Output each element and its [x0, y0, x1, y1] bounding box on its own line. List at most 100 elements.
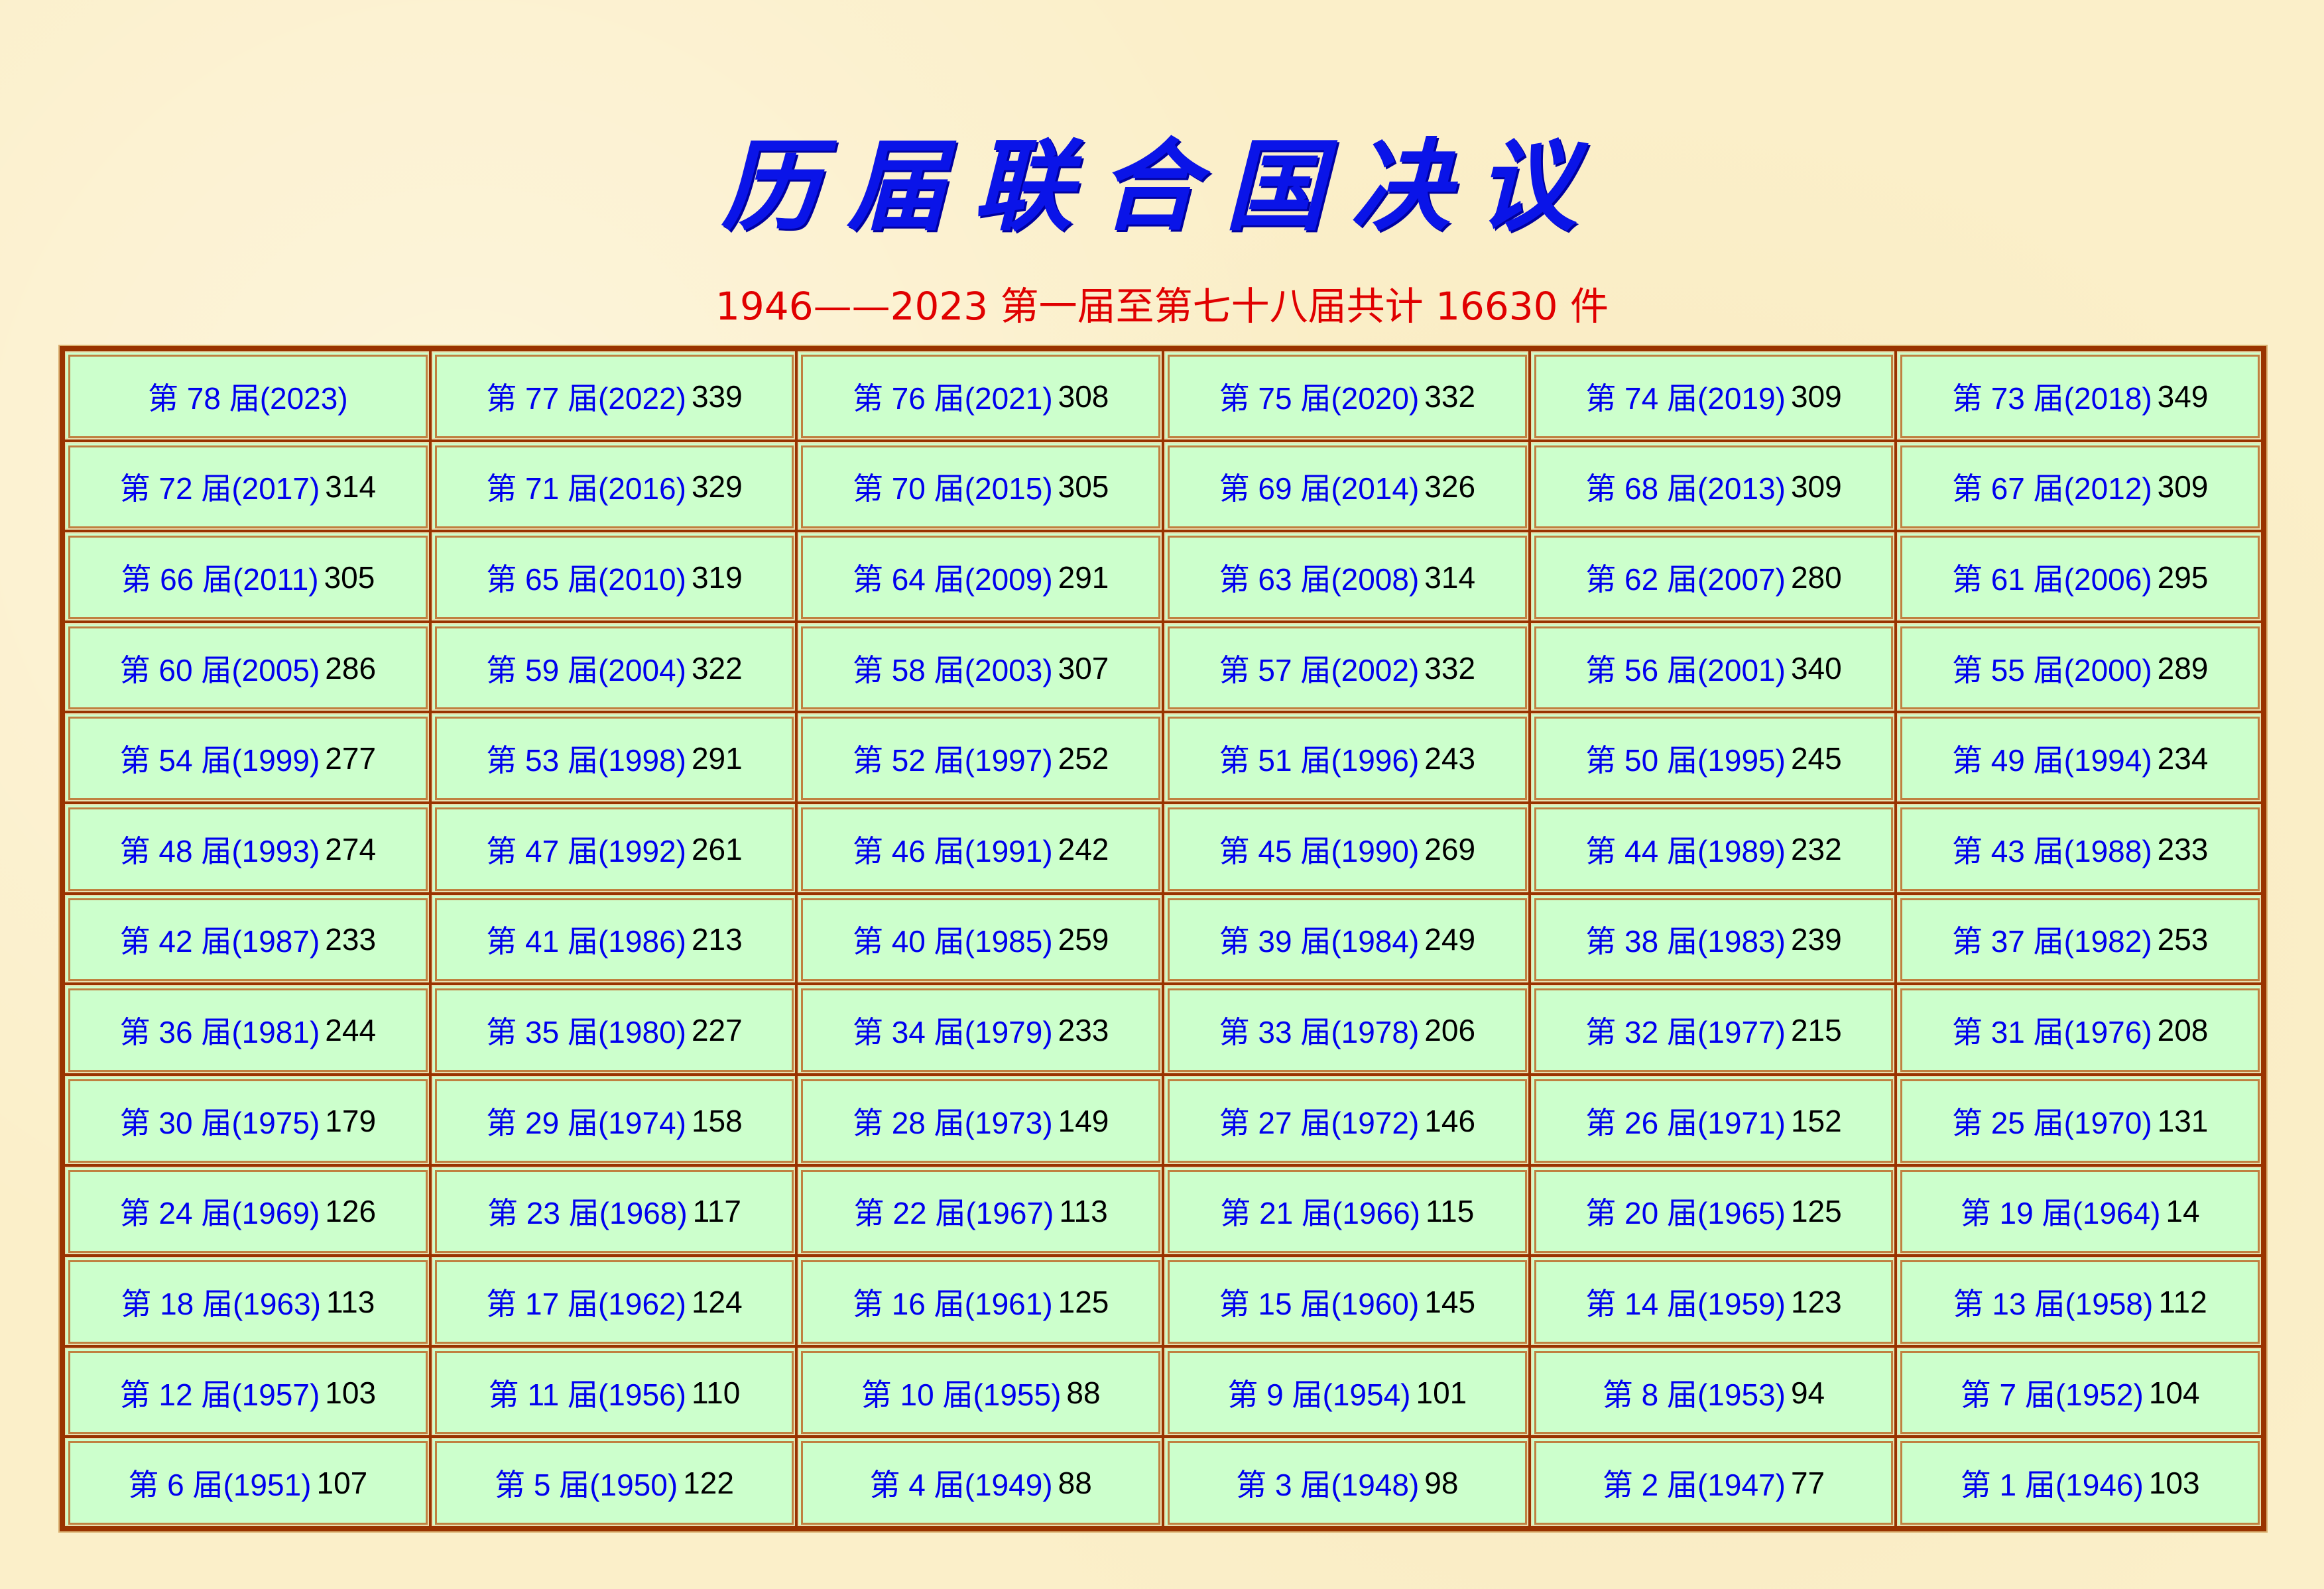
resolution-count: 245: [1790, 741, 1842, 776]
session-cell: 第 66 届(2011) 305: [65, 532, 429, 620]
session-label: 第 48 届(1993): [119, 833, 320, 868]
session-label: 第 13 届(1958): [1953, 1286, 2154, 1321]
session-label: 第 77 届(2022): [486, 381, 686, 416]
session-label: 第 57 届(2002): [1219, 652, 1420, 687]
resolution-count: 239: [1790, 922, 1842, 957]
resolution-count: 289: [2157, 650, 2209, 685]
session-label: 第 31 届(1976): [1951, 1015, 2152, 1050]
session-cell: 第 71 届(2016) 329: [431, 441, 796, 530]
session-label: 第 76 届(2021): [852, 381, 1053, 416]
session-label: 第 50 届(1995): [1585, 743, 1786, 778]
resolution-count: 123: [1790, 1284, 1842, 1319]
session-label: 第 4 届(1949): [869, 1468, 1053, 1503]
sessions-table: 第 78 届(2023) 第 77 届(2022) 339 第 76 届(2021) 3…: [58, 345, 2268, 1533]
session-label: 第 10 届(1955): [861, 1377, 1062, 1412]
session-cell: 第 7 届(1952) 104: [1897, 1347, 2261, 1436]
resolution-count: 146: [1424, 1103, 1476, 1138]
session-cell: 第 16 届(1961) 125: [798, 1257, 1162, 1345]
session-cell: 第 73 届(2018) 349: [1897, 351, 2261, 440]
session-label: 第 71 届(2016): [486, 471, 686, 506]
session-cell: 第 32 届(1977) 215: [1530, 985, 1895, 1073]
session-cell: 第 41 届(1986) 213: [431, 894, 796, 983]
session-label: 第 12 届(1957): [119, 1377, 320, 1412]
resolution-count: 104: [2148, 1375, 2200, 1410]
session-cell: 第 68 届(2013) 309: [1530, 441, 1895, 530]
session-cell: 第 1 届(1946) 103: [1897, 1438, 2261, 1526]
session-cell: 第 67 届(2012) 309: [1897, 441, 2261, 530]
session-label: 第 59 届(2004): [486, 652, 686, 687]
session-label: 第 41 届(1986): [486, 924, 686, 959]
session-label: 第 53 届(1998): [486, 743, 686, 778]
session-cell: 第 45 届(1990) 269: [1164, 804, 1528, 892]
resolution-count: 332: [1424, 650, 1476, 685]
session-label: 第 20 届(1965): [1585, 1196, 1786, 1231]
session-cell: 第 22 届(1967) 113: [798, 1166, 1162, 1255]
session-label: 第 3 届(1948): [1236, 1468, 1420, 1503]
resolution-count: 88: [1058, 1466, 1092, 1501]
session-label: 第 29 届(1974): [486, 1105, 686, 1140]
resolution-count: 319: [691, 560, 743, 595]
session-cell: 第 25 届(1970) 131: [1897, 1075, 2261, 1164]
session-cell: 第 65 届(2010) 319: [431, 532, 796, 620]
resolution-count: 103: [325, 1375, 377, 1410]
resolution-count: 94: [1790, 1375, 1825, 1410]
session-cell: 第 18 届(1963) 113: [65, 1257, 429, 1345]
resolution-count: 103: [2148, 1466, 2200, 1501]
resolution-count: 291: [691, 741, 743, 776]
resolution-count: 233: [325, 922, 377, 957]
session-label: 第 21 届(1966): [1220, 1196, 1420, 1231]
session-cell: 第 47 届(1992) 261: [431, 804, 796, 892]
session-label: 第 69 届(2014): [1219, 471, 1420, 506]
session-cell: 第 3 届(1948) 98: [1164, 1438, 1528, 1526]
session-label: 第 2 届(1947): [1602, 1468, 1786, 1503]
resolution-count: 112: [2158, 1284, 2207, 1319]
session-cell: 第 69 届(2014) 326: [1164, 441, 1528, 530]
session-cell: 第 52 届(1997) 252: [798, 713, 1162, 802]
session-cell: 第 64 届(2009) 291: [798, 532, 1162, 620]
resolution-count: 98: [1424, 1466, 1459, 1501]
session-label: 第 35 届(1980): [486, 1015, 686, 1050]
session-cell: 第 33 届(1978) 206: [1164, 985, 1528, 1073]
resolution-count: 107: [316, 1466, 368, 1501]
session-cell: 第 43 届(1988) 233: [1897, 804, 2261, 892]
session-cell: 第 9 届(1954) 101: [1164, 1347, 1528, 1436]
resolution-count: 234: [2157, 741, 2209, 776]
session-cell: 第 51 届(1996) 243: [1164, 713, 1528, 802]
session-cell: 第 48 届(1993) 274: [65, 804, 429, 892]
session-label: 第 1 届(1946): [1960, 1468, 2144, 1503]
session-cell: 第 37 届(1982) 253: [1897, 894, 2261, 983]
session-cell: 第 5 届(1950) 122: [431, 1438, 796, 1526]
session-label: 第 78 届(2023): [147, 381, 348, 416]
resolution-count: 110: [691, 1375, 741, 1410]
session-cell: 第 23 届(1968) 117: [431, 1166, 796, 1255]
resolution-count: 243: [1424, 741, 1476, 776]
resolution-count: 233: [1058, 1013, 1109, 1048]
resolution-count: 307: [1058, 650, 1109, 685]
session-label: 第 47 届(1992): [486, 833, 686, 868]
resolution-count: 131: [2157, 1103, 2209, 1138]
resolution-count: 326: [1424, 469, 1476, 504]
session-cell: 第 17 届(1962) 124: [431, 1257, 796, 1345]
session-cell: 第 20 届(1965) 125: [1530, 1166, 1895, 1255]
resolution-count: 124: [691, 1284, 743, 1319]
session-label: 第 72 届(2017): [119, 471, 320, 506]
session-label: 第 28 届(1973): [852, 1105, 1053, 1140]
session-cell: 第 26 届(1971) 152: [1530, 1075, 1895, 1164]
session-label: 第 49 届(1994): [1951, 743, 2152, 778]
resolution-count: 77: [1790, 1466, 1825, 1501]
session-cell: 第 50 届(1995) 245: [1530, 713, 1895, 802]
session-cell: 第 11 届(1956) 110: [431, 1347, 796, 1436]
session-cell: 第 27 届(1972) 146: [1164, 1075, 1528, 1164]
session-label: 第 46 届(1991): [852, 833, 1053, 868]
resolution-count: 329: [691, 469, 743, 504]
session-label: 第 26 届(1971): [1585, 1105, 1786, 1140]
resolution-count: 286: [325, 650, 377, 685]
session-label: 第 43 届(1988): [1951, 833, 2152, 868]
session-label: 第 22 届(1967): [853, 1196, 1054, 1231]
session-cell: 第 63 届(2008) 314: [1164, 532, 1528, 620]
resolution-count: 244: [325, 1013, 377, 1048]
session-label: 第 65 届(2010): [486, 562, 686, 597]
session-label: 第 40 届(1985): [852, 924, 1053, 959]
session-cell: 第 12 届(1957) 103: [65, 1347, 429, 1436]
session-label: 第 9 届(1954): [1227, 1377, 1411, 1412]
